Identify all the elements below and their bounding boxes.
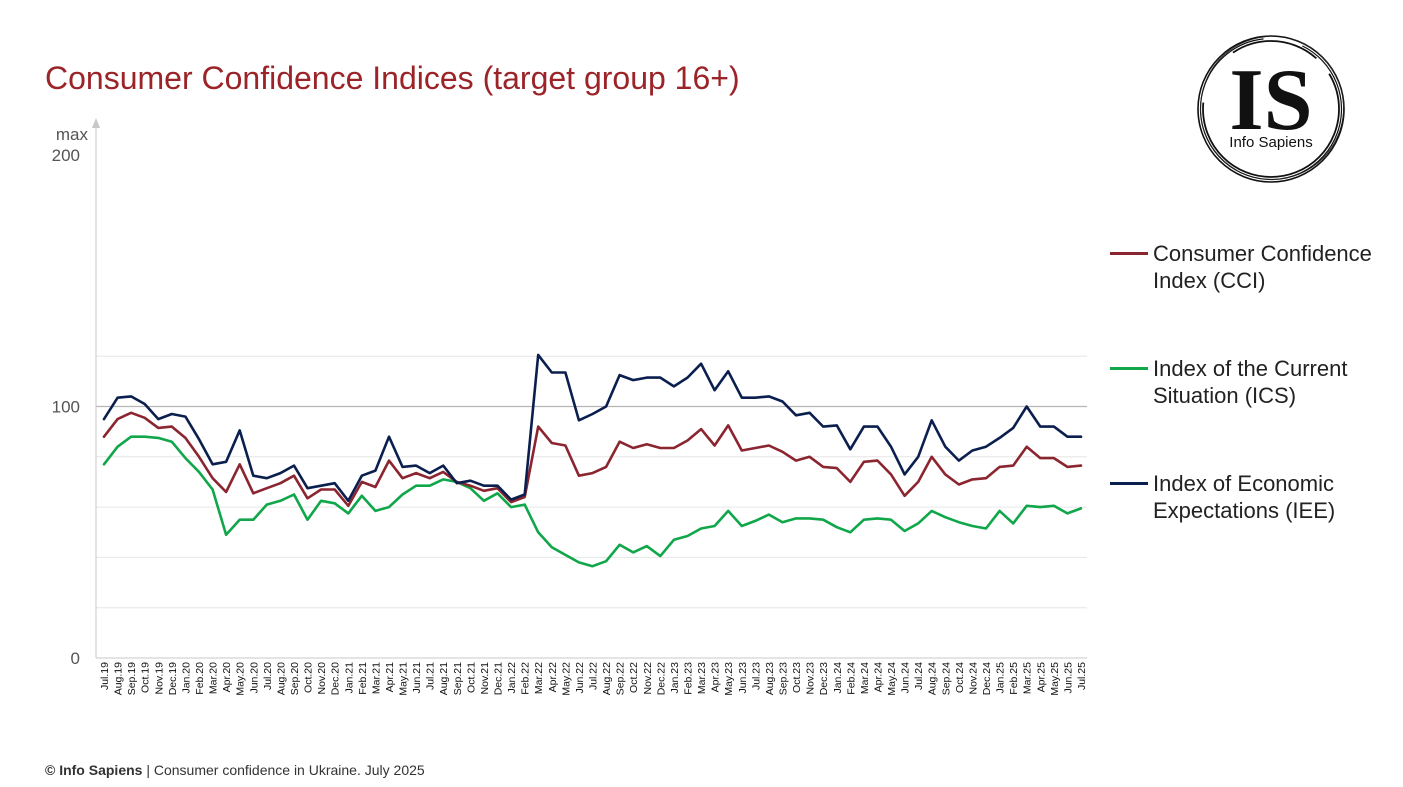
x-tick-label: Dec.21 <box>493 662 505 695</box>
footer: © Info Sapiens | Consumer confidence in … <box>45 762 425 778</box>
x-tick-label: Jan.20 <box>180 662 192 694</box>
x-tick-label: Mar.20 <box>208 662 220 694</box>
x-tick-label: Oct.20 <box>303 662 315 693</box>
x-tick-label: Aug.20 <box>275 662 287 695</box>
legend-swatch-ics <box>1110 367 1148 370</box>
x-tick-label: Feb.22 <box>520 662 532 695</box>
x-tick-label: Dec.19 <box>167 662 179 695</box>
x-tick-label: Jul.22 <box>588 662 600 690</box>
legend-label-ics: Index of the Current Situation (ICS) <box>1153 356 1348 408</box>
x-tick-label: Dec.24 <box>981 662 993 695</box>
x-tick-label: Jan.25 <box>995 662 1007 694</box>
x-tick-label: Jun.23 <box>737 662 749 694</box>
x-tick-label: Sep.24 <box>940 662 952 695</box>
legend-swatch-cci <box>1110 252 1148 255</box>
x-tick-label: Dec.20 <box>330 662 342 695</box>
x-tick-label: Apr.20 <box>221 662 233 693</box>
x-tick-label: Apr.21 <box>384 662 396 693</box>
y-axis-label-max: max <box>56 125 89 144</box>
x-tick-label: Oct.24 <box>954 662 966 693</box>
x-tick-label: Oct.19 <box>140 662 152 693</box>
x-tick-label: Oct.23 <box>791 662 803 693</box>
x-tick-label: Sep.23 <box>777 662 789 695</box>
info-sapiens-logo: IS Info Sapiens <box>1195 33 1347 185</box>
x-tick-label: Mar.21 <box>370 662 382 694</box>
x-tick-label: Feb.21 <box>357 662 369 695</box>
footer-text: | Consumer confidence in Ukraine. July 2… <box>142 762 425 778</box>
x-tick-label: May.24 <box>886 662 898 696</box>
series-line-iee <box>102 353 1083 503</box>
x-tick-label: Nov.19 <box>153 662 165 695</box>
legend-label-iee: Index of Economic Expectations (IEE) <box>1153 471 1336 523</box>
x-tick-label: Aug.22 <box>601 662 613 695</box>
x-tick-label: Jul.23 <box>750 662 762 690</box>
x-tick-label: Oct.22 <box>628 662 640 693</box>
x-tick-label: Nov.21 <box>479 662 491 695</box>
footer-brand: © Info Sapiens <box>45 762 143 778</box>
x-tick-label: Mar.22 <box>533 662 545 694</box>
x-tick-label: Feb.20 <box>194 662 206 695</box>
x-tick-label: Mar.24 <box>859 662 871 694</box>
page-title: Consumer Confidence Indices (target grou… <box>45 60 740 96</box>
x-tick-label: May.21 <box>398 662 410 696</box>
x-tick-label: May.25 <box>1049 662 1061 696</box>
x-tick-label: Jun.24 <box>900 662 912 694</box>
y-tick-label: 100 <box>52 398 80 417</box>
x-tick-label: Aug.24 <box>927 662 939 695</box>
x-tick-label: Jan.21 <box>343 662 355 694</box>
x-tick-label: Jan.22 <box>506 662 518 694</box>
x-tick-label: Sep.20 <box>289 662 301 695</box>
x-tick-label: Jun.21 <box>411 662 423 694</box>
logo-letters: IS <box>1229 52 1312 149</box>
x-tick-label: Apr.23 <box>710 662 722 693</box>
x-tick-label: Apr.25 <box>1035 662 1047 693</box>
x-tick-label: Sep.22 <box>615 662 627 695</box>
x-tick-label: Jul.19 <box>99 662 111 690</box>
x-tick-label: Jan.23 <box>669 662 681 694</box>
x-tick-label: Feb.25 <box>1008 662 1020 695</box>
x-tick-label: Jul.20 <box>262 662 274 690</box>
x-tick-label: Jul.25 <box>1076 662 1088 690</box>
y-tick-label: 200 <box>52 146 80 165</box>
x-tick-label: Sep.19 <box>126 662 138 695</box>
x-tick-label: Jun.25 <box>1062 662 1074 694</box>
x-tick-label: May.23 <box>723 662 735 696</box>
legend-label-cci: Consumer Confidence Index (CCI) <box>1153 241 1372 293</box>
x-tick-label: Sep.21 <box>452 662 464 695</box>
x-tick-label: Jul.21 <box>425 662 437 690</box>
x-tick-label: Jan.24 <box>832 662 844 694</box>
x-tick-label: Dec.22 <box>655 662 667 695</box>
x-tick-label: Dec.23 <box>818 662 830 695</box>
legend-swatch-iee <box>1110 482 1148 485</box>
x-tick-label: Aug.19 <box>113 662 125 695</box>
logo-name: Info Sapiens <box>1229 134 1312 151</box>
x-tick-label: Apr.22 <box>547 662 559 693</box>
x-tick-label: Mar.25 <box>1022 662 1034 694</box>
series-line-ics <box>102 435 1083 568</box>
x-tick-label: Nov.20 <box>316 662 328 695</box>
x-tick-label: Nov.23 <box>805 662 817 695</box>
y-axis-arrow <box>92 118 100 128</box>
x-tick-label: May.22 <box>560 662 572 696</box>
x-tick-label: Feb.24 <box>845 662 857 695</box>
x-tick-label: Mar.23 <box>696 662 708 694</box>
x-tick-label: May.20 <box>235 662 247 696</box>
x-tick-label: Aug.21 <box>438 662 450 695</box>
y-tick-label: 0 <box>71 649 80 668</box>
x-tick-label: Jun.22 <box>574 662 586 694</box>
series-line-cci <box>102 411 1083 508</box>
x-tick-label: Feb.23 <box>682 662 694 695</box>
x-tick-label: Jul.24 <box>913 662 925 690</box>
x-tick-label: Aug.23 <box>764 662 776 695</box>
x-tick-label: Nov.22 <box>642 662 654 695</box>
x-tick-label: Jun.20 <box>248 662 260 694</box>
x-tick-label: Nov.24 <box>967 662 979 695</box>
x-tick-label: Oct.21 <box>465 662 477 693</box>
x-tick-label: Apr.24 <box>872 662 884 693</box>
